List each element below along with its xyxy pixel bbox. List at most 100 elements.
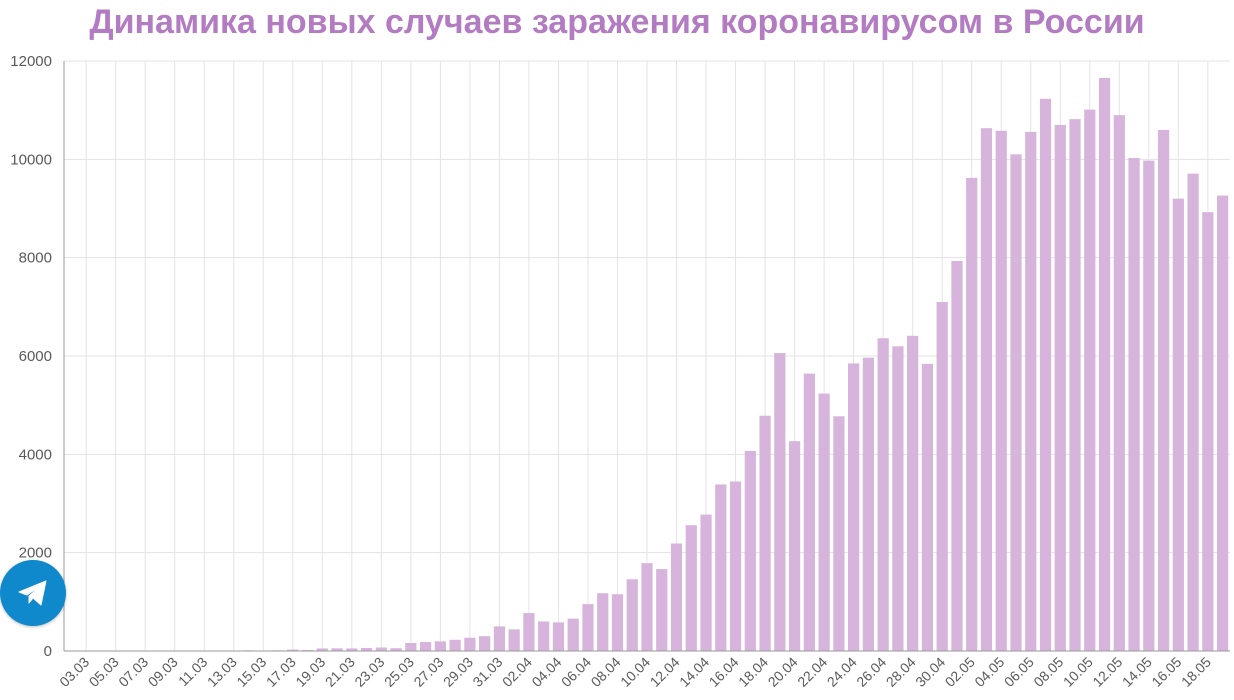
bar-06.04 <box>582 604 594 651</box>
bar-24.03 <box>390 648 402 651</box>
x-tick-label: 12.05 <box>1089 654 1125 690</box>
bar-03.04 <box>538 621 550 651</box>
bar-19.03 <box>316 648 328 651</box>
axes <box>63 61 1230 652</box>
bar-18.03 <box>301 649 314 651</box>
bar-09.05 <box>1069 119 1081 651</box>
bar-23.04 <box>833 416 845 651</box>
x-tick-label: 04.04 <box>528 654 564 690</box>
bar-29.04 <box>921 363 934 651</box>
bar-19.04 <box>774 353 786 651</box>
y-tick-labels: 0 2000 4000 6000 8000 10000 12000 <box>10 53 52 660</box>
x-tick-label: 18.05 <box>1178 654 1214 690</box>
x-tick-label: 25.03 <box>381 654 417 690</box>
bar-20.03 <box>331 648 343 651</box>
bar-07.05 <box>1039 98 1052 652</box>
x-tick-label: 08.05 <box>1030 654 1066 690</box>
y-tick-label: 0 <box>44 643 52 660</box>
x-tick-label: 10.05 <box>1060 654 1096 690</box>
x-tick-label: 14.04 <box>676 654 712 690</box>
bar-28.03 <box>449 639 461 651</box>
x-tick-label: 22.04 <box>794 654 830 690</box>
x-tick-label: 08.04 <box>588 654 624 690</box>
x-tick-label: 28.04 <box>883 654 919 690</box>
bar-11.05 <box>1098 77 1111 651</box>
x-tick-label: 23.03 <box>351 654 387 690</box>
bar-23.03 <box>375 647 387 651</box>
bar-22.04 <box>818 393 830 651</box>
bar-17.04 <box>744 450 756 651</box>
x-tick-label: 31.03 <box>469 654 505 690</box>
bar-07.04 <box>597 593 609 651</box>
bar-12.04 <box>670 543 683 651</box>
y-tick-label: 2000 <box>19 545 52 562</box>
bar-01.04 <box>508 629 520 651</box>
x-tick-label: 16.04 <box>706 654 742 690</box>
bar-13.04 <box>685 525 697 651</box>
bar-22.03 <box>360 648 373 651</box>
bar-13.05 <box>1128 157 1140 651</box>
bar-15.05 <box>1157 129 1170 652</box>
bar-08.04 <box>611 594 624 651</box>
y-tick-label: 10000 <box>10 151 52 168</box>
bar-26.03 <box>419 642 432 651</box>
bar-16.05 <box>1172 198 1184 651</box>
x-tick-label: 05.03 <box>86 654 122 690</box>
bar-19.05 <box>1217 195 1229 652</box>
chart-title: Динамика новых случаев заражения коронав… <box>89 3 1145 41</box>
x-tick-label: 02.05 <box>942 654 978 690</box>
telegram-paper-plane-icon <box>18 580 47 606</box>
bar-28.04 <box>907 335 919 651</box>
bar-14.05 <box>1143 160 1155 651</box>
bar-18.04 <box>759 415 771 651</box>
x-tick-label: 15.03 <box>233 654 269 690</box>
telegram-share-button[interactable] <box>0 560 66 626</box>
bar-24.04 <box>848 363 860 651</box>
x-tick-label: 12.04 <box>647 654 683 690</box>
x-tick-label: 06.04 <box>558 654 594 690</box>
bar-31.03 <box>493 626 506 651</box>
bar-10.04 <box>641 563 653 651</box>
bar-21.04 <box>803 373 815 651</box>
bar-04.05 <box>995 130 1007 651</box>
bar-21.03 <box>346 648 358 651</box>
bar-08.05 <box>1054 124 1066 652</box>
bars <box>65 77 1229 652</box>
x-tick-label: 09.03 <box>145 654 181 690</box>
x-tick-label: 26.04 <box>853 654 889 690</box>
x-tick-label: 18.04 <box>735 654 771 690</box>
x-tick-label: 04.05 <box>971 654 1007 690</box>
bar-11.04 <box>656 569 668 651</box>
y-tick-label: 12000 <box>10 53 52 70</box>
x-tick-label: 14.05 <box>1119 654 1155 690</box>
bar-01.05 <box>951 260 963 651</box>
x-tick-label: 17.03 <box>263 654 299 690</box>
x-tick-label: 29.03 <box>440 654 476 690</box>
bar-17.05 <box>1187 173 1199 651</box>
x-tick-label: 21.03 <box>322 654 358 690</box>
y-tick-label: 8000 <box>19 250 52 267</box>
x-tick-label: 30.04 <box>912 654 948 690</box>
bar-02.05 <box>966 177 978 651</box>
x-tick-label: 02.04 <box>499 654 535 690</box>
bar-05.05 <box>1010 154 1022 651</box>
bar-14.04 <box>700 514 712 651</box>
bar-30.04 <box>936 301 948 651</box>
bar-12.05 <box>1113 115 1125 651</box>
y-tick-label: 4000 <box>19 446 52 463</box>
x-tick-label: 10.04 <box>617 654 653 690</box>
x-tick-label: 24.04 <box>824 654 860 690</box>
bar-02.04 <box>523 613 535 651</box>
bar-25.03 <box>405 642 417 651</box>
y-tick-label: 6000 <box>19 348 52 365</box>
bar-05.04 <box>567 618 579 651</box>
x-tick-label: 27.03 <box>410 654 446 690</box>
x-tick-label: 16.05 <box>1148 654 1184 690</box>
x-tick-label: 07.03 <box>115 654 151 690</box>
bar-26.04 <box>877 338 889 651</box>
bar-06.05 <box>1025 131 1037 651</box>
bar-27.03 <box>434 641 446 651</box>
bar-25.04 <box>862 357 875 651</box>
x-tick-label: 06.05 <box>1001 654 1037 690</box>
